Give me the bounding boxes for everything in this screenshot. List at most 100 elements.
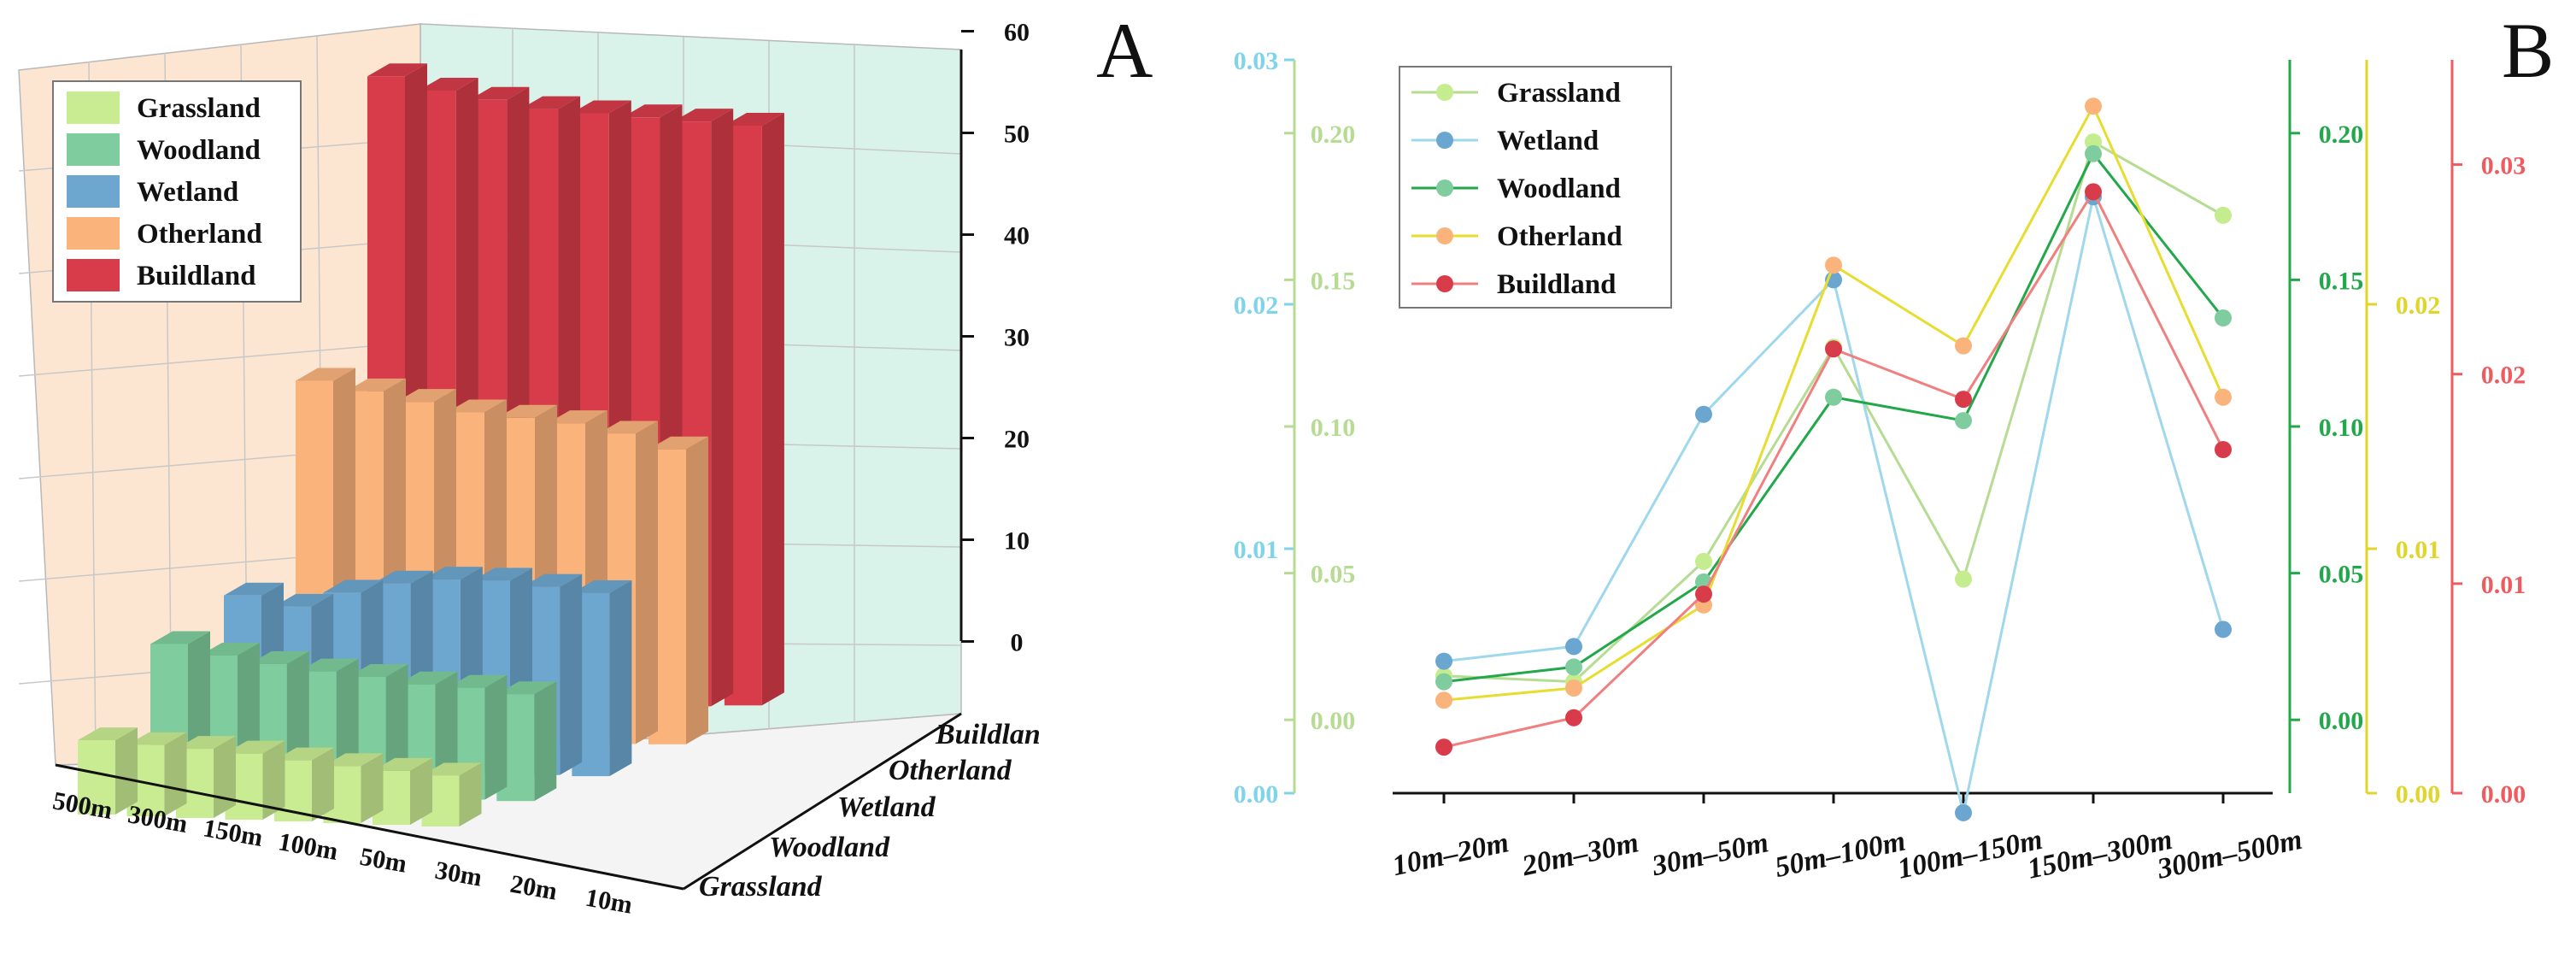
bar-side: [361, 753, 384, 823]
bar-top: [323, 753, 384, 767]
data-point: [1435, 673, 1452, 691]
y-tick-label: 0.02: [1234, 291, 1279, 320]
bar-side: [686, 436, 708, 744]
panel-b-label: B: [2502, 7, 2554, 94]
legend-b-label: Otherland: [1497, 221, 1622, 252]
bar-top: [522, 574, 583, 587]
y-tick-label: 0.03: [2481, 152, 2526, 180]
distance-label: 20m: [508, 870, 560, 906]
bar-side: [534, 681, 557, 802]
data-point: [1435, 652, 1452, 670]
y-axis-4: 0.00 0.01 0.02 0.03: [2450, 60, 2526, 809]
legend-b-label: Buildland: [1497, 269, 1616, 300]
legend-a-label: Otherland: [137, 219, 262, 250]
bar-top: [396, 389, 456, 403]
bar-top: [724, 113, 784, 126]
y-tick-label: 0.15: [1311, 267, 1356, 295]
data-point: [1435, 738, 1452, 756]
z-tick-label: 30: [1004, 324, 1030, 352]
legend-b-label: Woodland: [1497, 174, 1621, 204]
bar-side: [459, 762, 482, 827]
bar-side: [761, 113, 784, 706]
bar-top: [497, 404, 557, 418]
z-tick-label: 20: [1004, 426, 1030, 454]
bar-top: [150, 631, 210, 644]
bar-side: [312, 747, 334, 821]
bar-top: [520, 96, 581, 109]
legend-a-swatch: [67, 217, 120, 250]
series-woodland: [1435, 144, 2232, 691]
data-point: [2085, 183, 2102, 201]
y-tick-label: 0.05: [2319, 561, 2364, 589]
data-point: [1695, 405, 1712, 423]
z-tick-label: 10: [1004, 527, 1030, 556]
bar-top: [598, 421, 658, 434]
x-tick-label: 10m–20m: [1390, 827, 1512, 882]
bar-top: [323, 579, 384, 593]
land-label: Grassland: [699, 871, 823, 903]
x-tick-label: 100m–150m: [1895, 824, 2045, 885]
bar-top: [348, 663, 408, 677]
x-axis-ticks: 10m–20m 20m–30m 30m–50m 50m–100m100m–150m15…: [1390, 793, 2305, 885]
3d-bars: [78, 63, 784, 827]
bar-side: [711, 109, 734, 707]
y-tick-label: 0.01: [1234, 536, 1279, 564]
bar-top: [648, 436, 708, 450]
distance-label: 10m: [584, 884, 635, 920]
data-point: [2215, 388, 2232, 406]
bar-top: [422, 567, 483, 580]
legend-b: Grassland Wetland Woodland Otherland Buildla…: [1399, 66, 1672, 309]
bar-top: [274, 747, 334, 761]
z-tick-label: 40: [1004, 222, 1030, 250]
bar-row-grassland: [78, 727, 482, 827]
y-tick-label: 0.00: [1234, 780, 1279, 809]
y-tick-label: 0.10: [2319, 414, 2364, 442]
distance-label: 50m: [358, 843, 409, 879]
data-point: [1695, 585, 1712, 603]
land-label: Wetland: [837, 791, 936, 823]
legend-a-swatch: [67, 175, 120, 208]
bar-top: [224, 582, 284, 596]
legend-b-marker: [1436, 132, 1453, 149]
bar-top: [418, 78, 478, 91]
z-axis-ticks: 60 50 40 30 20 10 0: [961, 19, 1030, 657]
bar-buildland-10m: [724, 113, 784, 706]
data-point: [2215, 206, 2232, 224]
bar-top: [572, 579, 632, 593]
data-point: [1565, 709, 1582, 727]
bar-side: [164, 732, 187, 816]
y-tick-label: 0.20: [1311, 121, 1356, 149]
distance-axis-line: [55, 763, 684, 891]
legend-a-swatch: [67, 91, 120, 124]
legend-b-marker: [1436, 275, 1453, 292]
data-point: [1565, 679, 1582, 697]
bar-top: [126, 732, 187, 745]
data-point: [1955, 391, 1972, 409]
legend-a-label: Wetland: [137, 177, 238, 208]
legend-b-marker: [1436, 227, 1453, 244]
legend-a-label: Grassland: [137, 93, 261, 124]
bar-top: [472, 568, 532, 581]
bar-top: [496, 681, 557, 695]
series-lines: [1435, 97, 2232, 821]
y-tick-label: 0.10: [1311, 414, 1356, 442]
bar-side: [484, 674, 508, 800]
bar-top: [296, 368, 355, 381]
y-tick-label: 0.02: [2396, 291, 2441, 320]
legend-b-marker: [1436, 84, 1453, 101]
y-tick-label: 0.00: [2481, 780, 2526, 809]
y-tick-label: 0.00: [2319, 707, 2364, 735]
land-label: Otherland: [889, 755, 1012, 786]
bar-top: [346, 378, 406, 391]
bar-grassland-30m: [323, 753, 384, 823]
data-point: [1435, 691, 1452, 709]
legend-b-label: Wetland: [1497, 126, 1599, 156]
bar-top: [249, 650, 309, 664]
data-point: [1825, 256, 1842, 274]
y-axis-1: 0.00 0.05 0.10 0.15 0.20: [1284, 60, 1355, 793]
bar-top: [622, 104, 683, 118]
distance-label: 30m: [433, 856, 484, 892]
z-tick-label: 60: [1004, 19, 1030, 47]
bar-top: [273, 593, 334, 607]
